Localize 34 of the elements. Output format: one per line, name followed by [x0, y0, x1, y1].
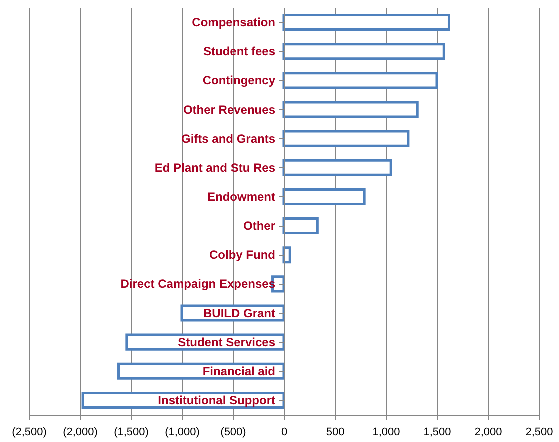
- x-tick-label: 0: [281, 426, 288, 438]
- y-tick-label: Gifts and Grants: [181, 132, 276, 146]
- x-tick-label: 2,500: [526, 426, 554, 438]
- bar: [282, 72, 438, 90]
- bar: [282, 246, 292, 264]
- y-tick-label: BUILD Grant: [204, 306, 276, 320]
- bar: [282, 14, 450, 32]
- bar: [118, 362, 286, 380]
- x-tick-label: 1,500: [424, 426, 452, 438]
- x-tick-label: (1,000): [165, 426, 200, 438]
- x-tick-label: 500: [326, 426, 345, 438]
- x-tick-label: (1,500): [114, 426, 149, 438]
- bar: [282, 101, 419, 118]
- bar: [282, 159, 392, 176]
- bar: [282, 43, 446, 60]
- y-tick-label: Endowment: [208, 190, 276, 204]
- x-tick-label: 2,000: [474, 426, 502, 438]
- bar: [282, 130, 410, 148]
- x-tick-label: 1,000: [372, 426, 400, 438]
- y-tick-label: Other: [243, 219, 276, 234]
- x-tick-label: (2,500): [12, 426, 47, 438]
- x-tick-label: (2,000): [63, 426, 98, 438]
- y-tick-label: Colby Fund: [210, 248, 276, 262]
- bar: [282, 218, 319, 235]
- y-tick-label: Other Revenues: [183, 102, 276, 117]
- x-tick-label: (500): [220, 426, 246, 438]
- y-tick-label: Student fees: [203, 44, 276, 59]
- y-tick-label: Student Services: [178, 335, 276, 350]
- y-tick-label: Compensation: [192, 16, 276, 30]
- y-tick-label: Institutional Support: [158, 393, 276, 408]
- y-tick-label: Financial aid: [202, 364, 276, 378]
- y-tick-label: Ed Plant and Stu Res: [154, 160, 276, 175]
- bar: [282, 188, 366, 206]
- y-tick-label: Contingency: [202, 74, 276, 88]
